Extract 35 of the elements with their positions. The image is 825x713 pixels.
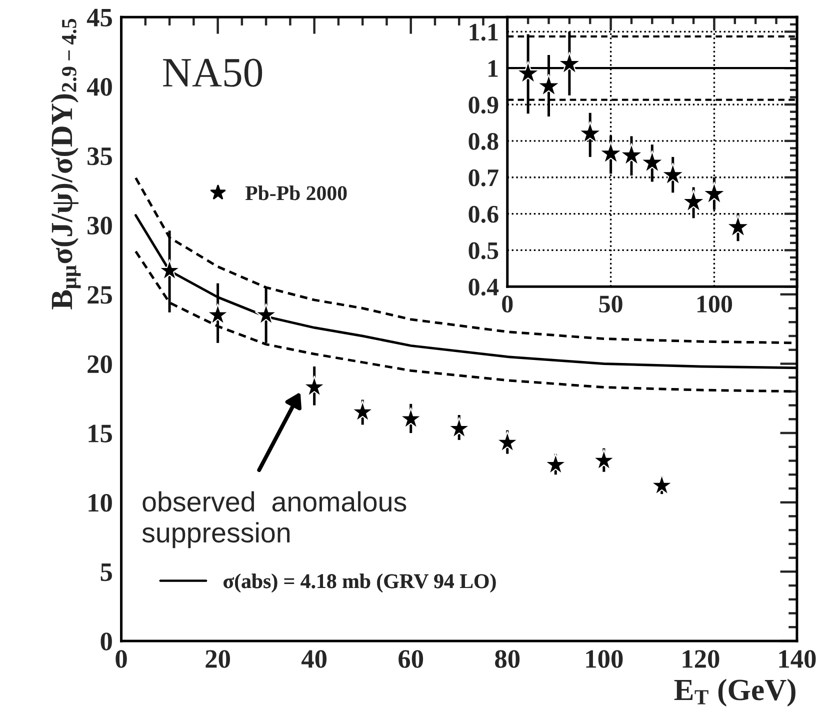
annotation: NA50	[163, 58, 262, 87]
y-tick-label: 20	[88, 355, 112, 374]
legend-label: Pb-Pb 2000	[245, 186, 347, 200]
x-tick-label: 80	[495, 650, 520, 668]
legend-label: σ(abs) = 4.18 mb (GRV 94 LO)	[224, 574, 496, 592]
x-tick-label: 60	[398, 650, 424, 668]
x-axis-title: E$_{T}$ (GeV)	[674, 678, 796, 707]
y-tick-label: 45	[86, 8, 112, 27]
y-tick-label: 0.7	[468, 169, 498, 186]
y-tick-label: 35	[88, 147, 112, 166]
y-tick-label: 0.4	[468, 278, 499, 296]
y-tick-label: 0	[100, 632, 112, 650]
y-tick-label: 40	[86, 78, 112, 96]
y-tick-label: 1	[488, 60, 498, 77]
x-tick-label: 100	[697, 296, 732, 313]
y-tick-label: 30	[88, 216, 112, 234]
y-tick-label: 0.8	[468, 132, 498, 150]
y-axis-title: B$_{μμ}$σ(J/ψ)/σ(DY)$_{2.9−4.5}$	[50, 18, 81, 310]
y-tick-label: 0.9	[468, 96, 498, 114]
annotation: observed anomalous suppression	[142, 491, 406, 548]
y-tick-label: 5	[100, 564, 112, 582]
x-tick-label: 40	[301, 650, 327, 668]
y-tick-label: 15	[88, 424, 112, 442]
y-tick-label: 0.6	[468, 206, 498, 223]
x-tick-label: 100	[586, 650, 623, 668]
y-tick-label: 25	[88, 286, 112, 304]
y-tick-label: 10	[88, 494, 112, 512]
x-tick-label: 0	[116, 650, 127, 668]
x-tick-label: 50	[599, 296, 622, 313]
x-tick-label: 20	[206, 650, 230, 668]
y-tick-label: 1.1	[470, 24, 498, 41]
x-tick-label: 120	[682, 650, 720, 668]
x-tick-label: 0	[502, 296, 513, 313]
y-tick-label: 0.5	[468, 242, 498, 260]
x-tick-label: 140	[779, 650, 816, 668]
